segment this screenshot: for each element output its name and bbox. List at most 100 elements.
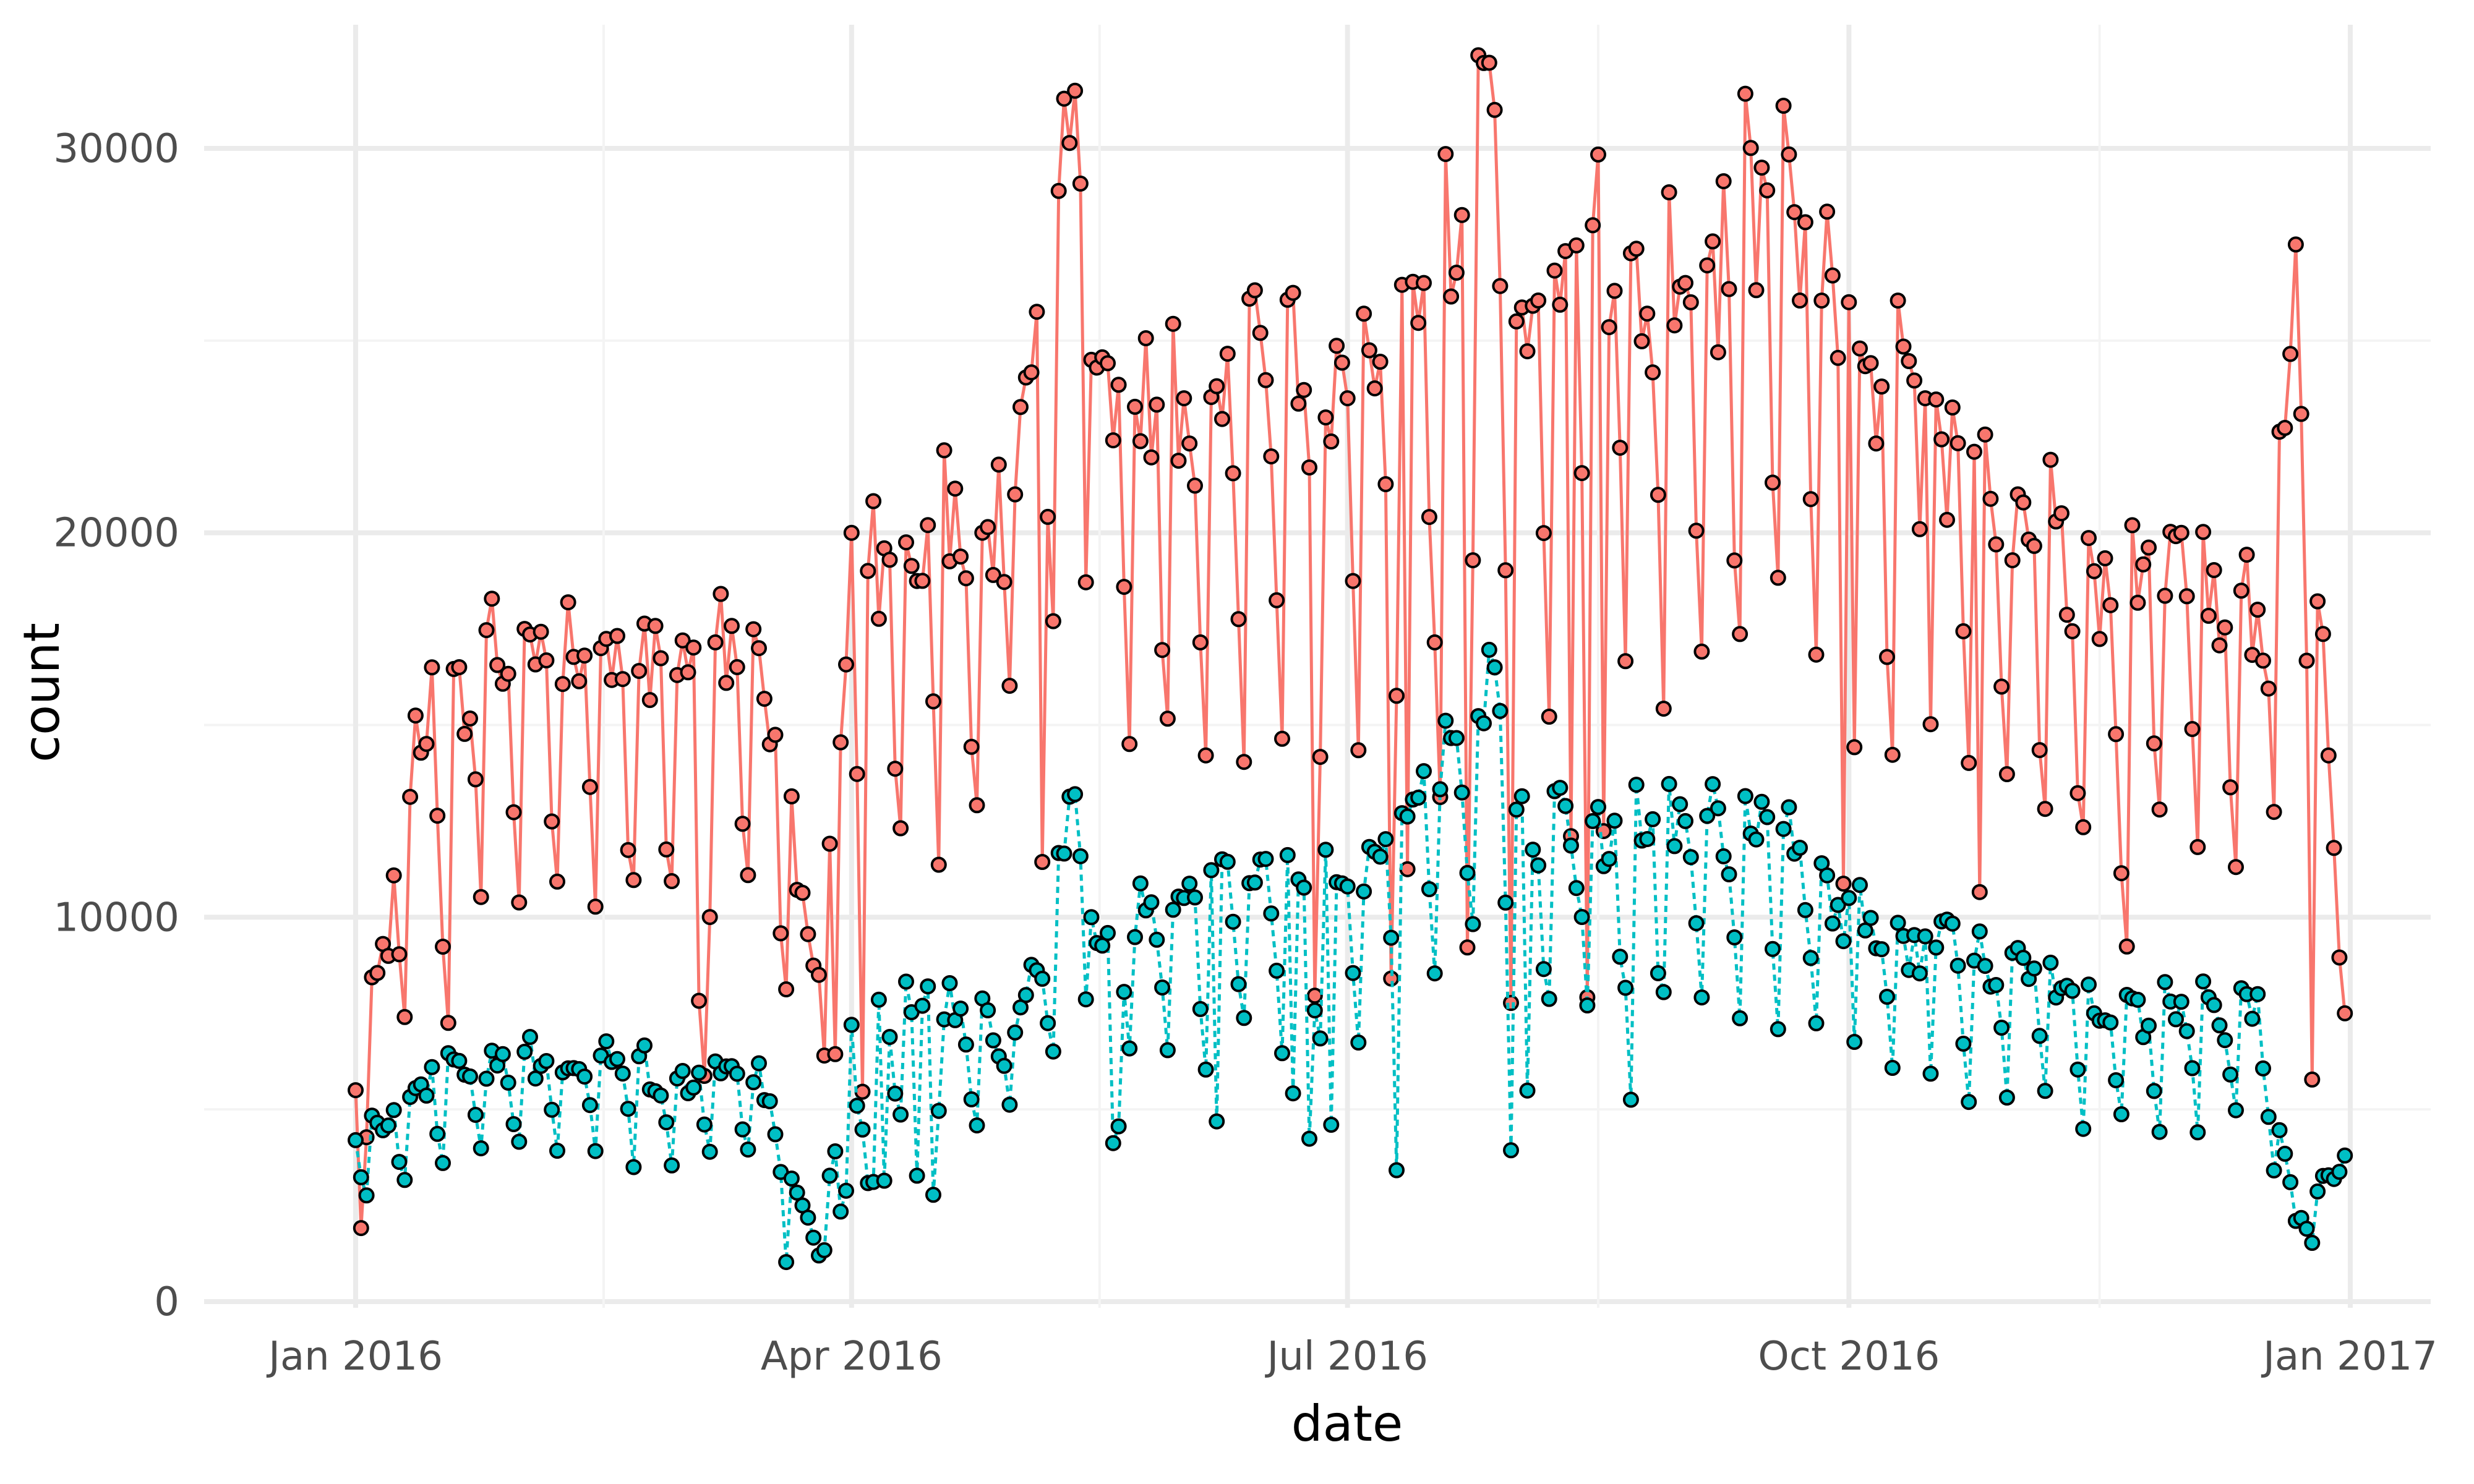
series-1-point (800, 926, 816, 942)
series-1-point (2004, 552, 2021, 569)
series-2-point (1110, 1118, 1127, 1135)
series-2-point (1879, 989, 1895, 1005)
series-2-point (538, 1053, 555, 1069)
series-1-point (860, 563, 876, 579)
series-1-point (2108, 726, 2125, 743)
series-2-point (2195, 973, 2212, 990)
series-1-point (1617, 653, 1634, 670)
series-1-point (1061, 135, 1078, 151)
series-1-point (658, 841, 675, 858)
series-2-point (1988, 977, 2005, 993)
series-1-point (2266, 804, 2282, 821)
series-1-point (1361, 342, 1377, 359)
series-1-point (1966, 443, 1982, 460)
series-2-point (1072, 848, 1089, 864)
y-tick-label: 30000 (53, 126, 179, 172)
series-1-point (1928, 391, 1945, 408)
series-1-point (756, 691, 773, 707)
series-2-point (451, 1052, 468, 1069)
series-2-point (1977, 958, 1993, 974)
series-1-point (1181, 435, 1198, 452)
series-2-point (887, 1085, 904, 1102)
series-1-point (2217, 619, 2233, 636)
series-2-point (821, 1167, 838, 1184)
series-1-point (2331, 949, 2348, 966)
series-2-point (636, 1037, 653, 1054)
series-2-point (1781, 799, 1797, 816)
series-2-point (1448, 730, 1465, 746)
series-2-point (435, 1154, 451, 1171)
series-1-point (1824, 267, 1841, 284)
series-1-point (1492, 278, 1509, 294)
series-2-point (1192, 1000, 1209, 1017)
series-2-point (1181, 876, 1198, 892)
y-tick-labels: 0 10000 20000 30000 (53, 126, 179, 1325)
series-1-point (778, 981, 795, 997)
series-2-point (1612, 949, 1629, 965)
series-1-point (1345, 573, 1361, 589)
series-1-point (1873, 378, 1890, 395)
series-1-point (1813, 292, 1830, 309)
series-2-point (1230, 976, 1247, 992)
series-2-point (1944, 915, 1961, 932)
series-1-point (2337, 1005, 2353, 1021)
series-1-point (930, 856, 947, 873)
series-2-point (2070, 1061, 2086, 1078)
series-1-point (2298, 652, 2315, 669)
series-1-point (1100, 355, 1116, 372)
series-2-point (1246, 874, 1263, 891)
series-2-point (1530, 857, 1547, 874)
series-1-point (1497, 562, 1514, 579)
series-1-point (549, 873, 565, 890)
series-1-point (2097, 550, 2113, 566)
series-2-point (1503, 1142, 1519, 1159)
series-1-point (1137, 330, 1154, 346)
series-1-point (1710, 344, 1726, 360)
series-1-point (489, 657, 506, 673)
series-1-point (1977, 426, 1993, 443)
series-1 (348, 47, 2353, 1237)
series-1-point (1149, 396, 1165, 413)
series-1-point (881, 552, 898, 568)
series-1-point (729, 659, 745, 675)
series-2-point (1677, 812, 1693, 829)
x-axis-title: date (1291, 1395, 1403, 1452)
series-2-point (1045, 1043, 1061, 1060)
series-1-point (1988, 536, 2005, 553)
series-2-point (696, 1116, 713, 1133)
series-1-point (2287, 236, 2304, 253)
series-1-point (2173, 524, 2189, 541)
series-2-point (2228, 1102, 2244, 1119)
series-2-point (1083, 909, 1100, 926)
series-1-point (734, 816, 751, 832)
series-2-point (1508, 801, 1525, 818)
series-2-point (478, 1070, 495, 1087)
series-2-point (576, 1068, 593, 1085)
series-1-point (1835, 876, 1852, 892)
series-2-point (1568, 880, 1585, 897)
series-2-point (1922, 1065, 1939, 1082)
series-2-point (767, 1126, 784, 1143)
series-2-point (1557, 798, 1574, 814)
series-1-point (505, 804, 522, 821)
series-2-point (1961, 1094, 1977, 1111)
series-1-point (429, 808, 446, 824)
series-2-point (881, 1029, 898, 1045)
series-1-point (1132, 433, 1149, 450)
series-1-point (1808, 646, 1825, 663)
series-2-point (2184, 1060, 2201, 1077)
series-2-point (1165, 902, 1181, 918)
series-1-point (1688, 522, 1705, 539)
series-2-point (1535, 961, 1552, 978)
series-2-point (816, 1242, 833, 1258)
series-1-point (1219, 346, 1236, 362)
series-1-point (1443, 288, 1460, 305)
series-2-point (2304, 1235, 2321, 1251)
series-2-point (1034, 970, 1051, 987)
series-2-point (2026, 960, 2042, 977)
series-2-point (614, 1065, 631, 1082)
series-1-point (833, 734, 849, 751)
series-1-point (1585, 217, 1601, 234)
series-2-point (2015, 950, 2032, 966)
series-1-point (794, 884, 811, 901)
